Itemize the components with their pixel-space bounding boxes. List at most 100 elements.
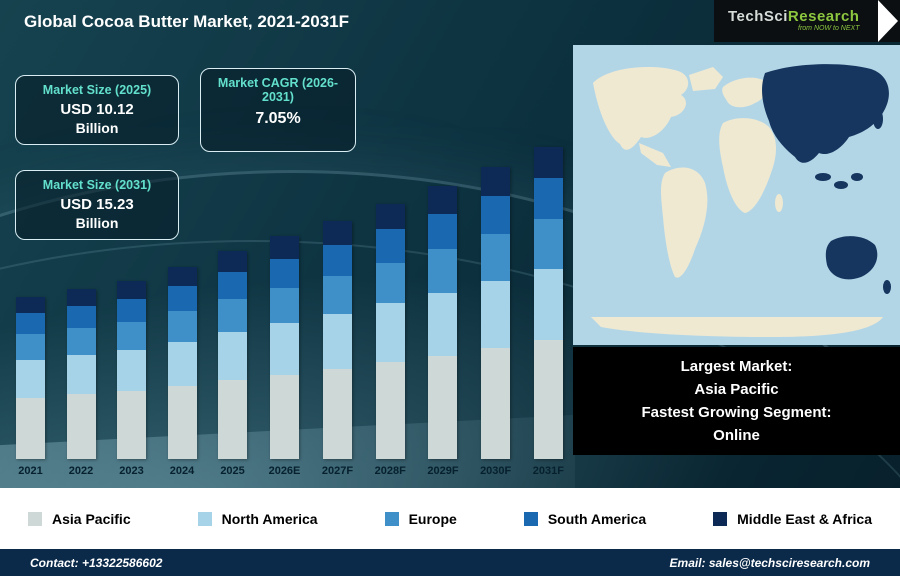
map-island — [834, 181, 848, 189]
largest-market-value: Asia Pacific — [694, 380, 779, 398]
bar-stack — [428, 186, 458, 459]
legend-item-europe: Europe — [384, 511, 457, 527]
footer-email: Email: sales@techsciresearch.com — [669, 555, 870, 570]
bar-2026E: 2026E — [268, 236, 301, 480]
segment-south-america — [218, 272, 248, 300]
segment-south-america — [375, 229, 405, 263]
segment-south-america — [323, 244, 352, 276]
segment-north-america — [167, 342, 197, 387]
segment-europe — [167, 311, 197, 343]
x-axis-label-2030F: 2030F — [480, 465, 512, 477]
segment-north-america — [218, 332, 248, 381]
x-axis-label-2024: 2024 — [169, 465, 195, 477]
market-cagr-box: Market CAGR (2026-2031) 7.05% — [200, 68, 356, 152]
segment-north-america — [323, 313, 352, 369]
segment-asia-pacific — [375, 362, 405, 459]
segment-north-america — [117, 350, 147, 392]
market-size-2025-value: USD 10.12 — [60, 101, 134, 118]
segment-asia-pacific — [16, 397, 45, 459]
segment-europe — [269, 287, 299, 324]
bar-2021: 2021 — [16, 297, 45, 480]
bar-stack — [533, 146, 563, 459]
segment-asia-pacific — [218, 380, 248, 459]
bar-2030F: 2030F — [480, 166, 512, 480]
market-cagr-value: 7.05% — [255, 110, 301, 127]
x-axis-label-2029F: 2029F — [427, 465, 459, 477]
segment-south-america — [269, 258, 299, 288]
stacked-bar-chart: 2021 2022 2023 2024 2025 2026E 2027F 2028F 2029F… — [16, 120, 564, 480]
segment-europe — [375, 262, 405, 304]
legend-swatch-icon — [197, 511, 212, 526]
segment-middle-east-africa — [375, 203, 405, 230]
segment-europe — [533, 218, 563, 269]
segment-asia-pacific — [66, 394, 96, 459]
segment-asia-pacific — [117, 391, 147, 459]
bar-stack — [269, 236, 299, 459]
market-size-2031-value: USD 15.23 — [60, 196, 134, 213]
map-antarctica — [591, 317, 883, 337]
legend-swatch-icon — [384, 511, 399, 526]
page-title: Global Cocoa Butter Market, 2021-2031F — [24, 12, 350, 31]
segment-middle-east-africa — [323, 221, 352, 245]
segment-north-america — [481, 280, 511, 348]
segment-europe — [16, 334, 45, 361]
segment-north-america — [428, 292, 458, 356]
x-axis-label-2031F: 2031F — [532, 465, 564, 477]
logo-brand: TechSciResearch — [728, 7, 860, 26]
segment-middle-east-africa — [533, 146, 563, 178]
bar-2022: 2022 — [66, 288, 96, 480]
map-island — [851, 173, 863, 181]
x-axis-label-2028F: 2028F — [374, 465, 406, 477]
map-asia-highlighted — [762, 64, 889, 163]
segment-asia-pacific — [428, 355, 458, 459]
legend-label: South America — [547, 510, 647, 527]
segment-asia-pacific — [323, 368, 352, 459]
largest-market-label: Largest Market: — [680, 357, 793, 375]
market-size-2031-unit: Billion — [75, 215, 119, 232]
segment-south-america — [533, 177, 563, 219]
segment-middle-east-africa — [16, 297, 45, 314]
map-south-america — [661, 167, 708, 278]
x-axis-label-2022: 2022 — [68, 465, 94, 477]
market-size-2025-unit: Billion — [75, 120, 119, 137]
fastest-segment-label: Fastest Growing Segment: — [641, 404, 832, 421]
x-axis-label-2026E: 2026E — [268, 465, 301, 477]
map-island — [815, 173, 831, 181]
techsci-logo: TechSciResearch from NOW to NEXT — [714, 0, 900, 42]
legend-label: Middle East & Africa — [737, 510, 872, 527]
x-axis-label-2021: 2021 — [18, 465, 43, 477]
logo-brand-primary: TechSci — [728, 7, 788, 25]
segment-south-america — [16, 313, 45, 335]
segment-middle-east-africa — [117, 280, 147, 299]
segment-north-america — [66, 355, 96, 395]
world-map-svg — [573, 45, 900, 345]
segment-asia-pacific — [269, 374, 299, 459]
legend-item-middle-east-africa: Middle East & Africa — [713, 511, 872, 527]
segment-north-america — [533, 268, 563, 341]
logo-brand-secondary: Research — [787, 7, 860, 25]
bar-2027F: 2027F — [322, 221, 353, 480]
logo-arrow-icon — [878, 0, 898, 42]
map-africa — [719, 118, 776, 213]
legend-item-asia-pacific: Asia Pacific — [28, 511, 131, 527]
bar-stack — [66, 288, 96, 459]
legend-swatch-icon — [713, 511, 728, 526]
map-central-america — [639, 143, 671, 167]
segment-north-america — [269, 323, 299, 375]
segment-south-america — [428, 213, 458, 250]
map-madagascar — [775, 194, 783, 212]
legend-item-south-america: South America — [523, 510, 647, 527]
map-australia-highlighted — [825, 236, 878, 280]
x-axis-label-2025: 2025 — [220, 465, 245, 477]
segment-south-america — [167, 286, 197, 312]
map-new-zealand — [883, 280, 891, 294]
market-size-2031-box: Market Size (2031) USD 15.23 Billion — [15, 170, 179, 240]
segment-europe — [117, 321, 147, 351]
bar-2028F: 2028F — [374, 203, 406, 480]
world-map — [573, 45, 900, 345]
market-size-2031-label: Market Size (2031) — [42, 178, 152, 192]
segment-south-america — [66, 305, 96, 328]
segment-north-america — [375, 303, 405, 362]
bar-stack — [16, 297, 45, 459]
